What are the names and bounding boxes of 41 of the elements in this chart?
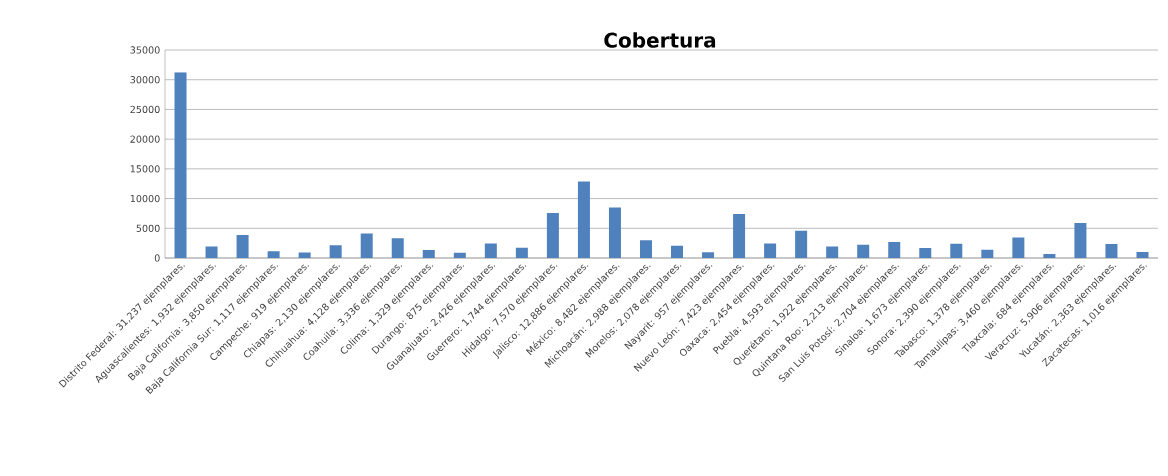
bar (919, 248, 932, 258)
bar (950, 243, 963, 258)
bar (453, 252, 466, 258)
bar (1136, 251, 1149, 258)
bar (1043, 253, 1056, 258)
bar (577, 181, 590, 258)
bar (888, 241, 901, 258)
bar (298, 252, 311, 258)
bar (391, 238, 404, 258)
bar (981, 249, 994, 258)
bar (329, 245, 342, 258)
y-tick-label: 10000 (130, 194, 160, 203)
bar (671, 245, 684, 258)
bar (267, 251, 280, 258)
bar (826, 246, 839, 258)
bar (422, 250, 435, 258)
y-tick-label: 35000 (130, 46, 160, 54)
y-tick-label: 15000 (130, 165, 160, 173)
bar (857, 244, 870, 258)
chart-title: Cobertura (604, 32, 716, 48)
bar (205, 246, 218, 258)
bar (639, 240, 652, 258)
bar (236, 235, 249, 258)
bar (608, 207, 621, 258)
bar (1105, 243, 1118, 258)
bar (795, 230, 808, 258)
bar (733, 213, 746, 258)
y-tick-label: 30000 (130, 76, 160, 84)
bar (1074, 222, 1087, 258)
bar (515, 247, 528, 258)
bar (702, 252, 715, 258)
bar (764, 243, 777, 258)
bar (360, 233, 373, 258)
bar (174, 72, 187, 258)
bar (546, 213, 559, 258)
y-tick-label: 5000 (136, 224, 160, 232)
bar (484, 243, 497, 258)
y-tick-label: 20000 (130, 135, 160, 143)
y-tick-label: 25000 (130, 105, 160, 114)
bar (1012, 237, 1025, 258)
y-tick-label: 0 (154, 254, 160, 262)
